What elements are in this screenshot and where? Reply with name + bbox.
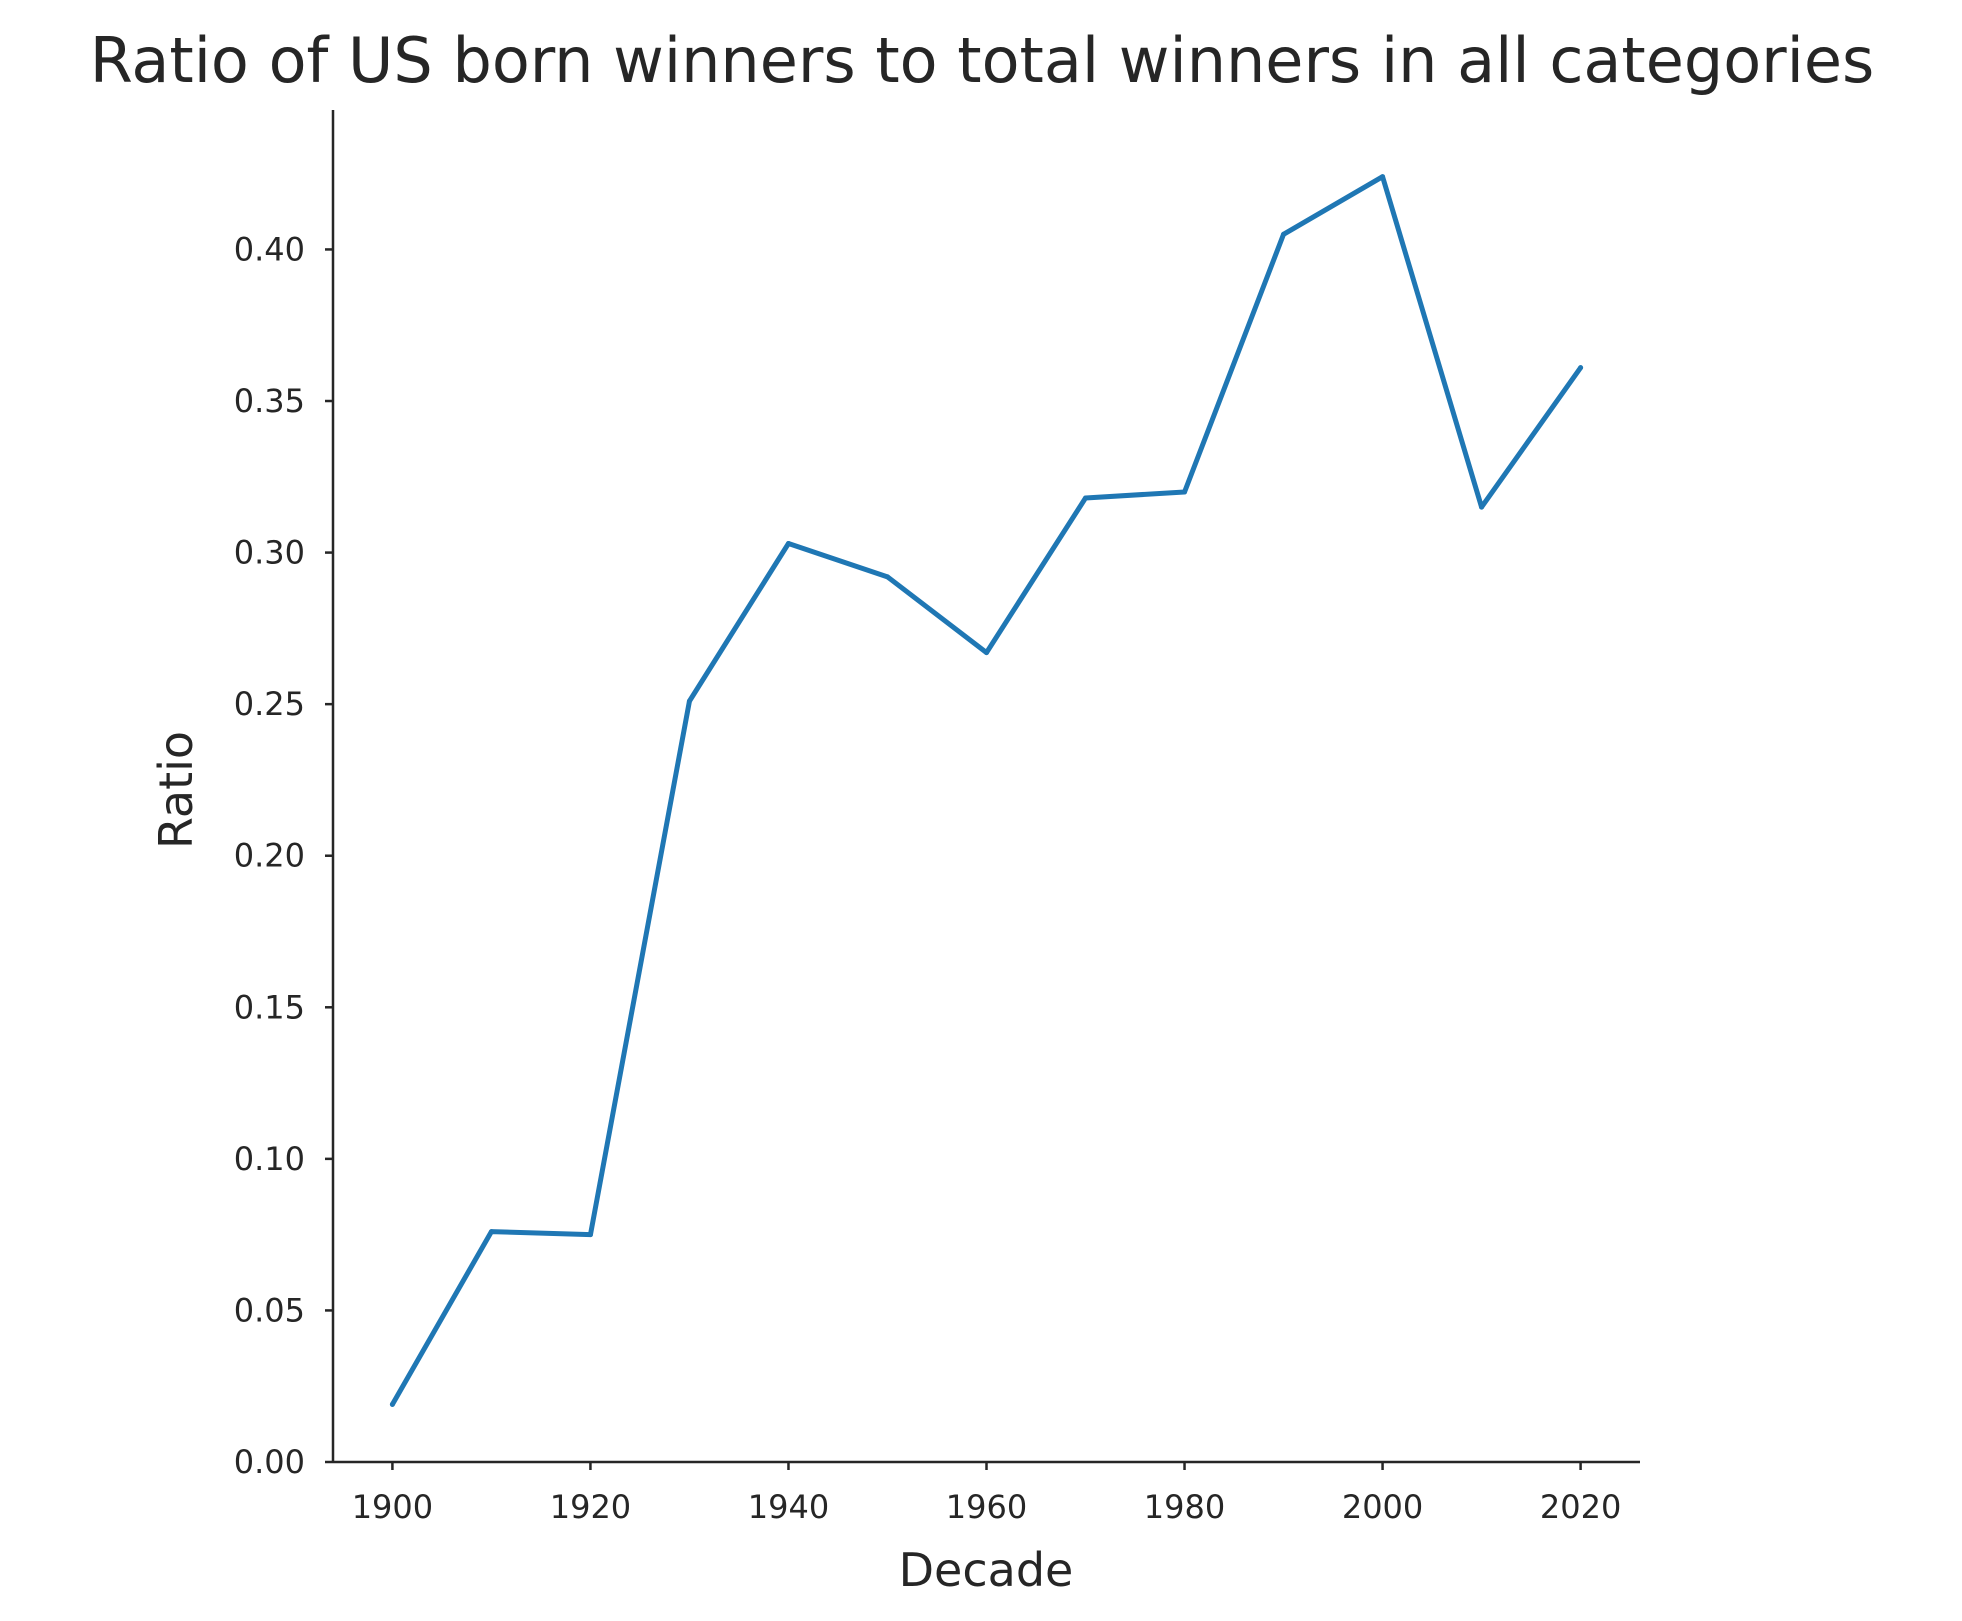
data-point [984,650,989,656]
y-tick-label: 0.15 [234,988,305,1026]
y-tick-label: 0.30 [234,534,305,572]
data-point [389,1401,395,1407]
x-tick-label: 2000 [1342,1488,1423,1526]
x-tick-label: 1900 [352,1488,433,1526]
data-point [1479,504,1485,510]
data-point [1182,489,1188,495]
y-axis-label: Ratio [149,731,203,849]
data-point [1083,495,1089,501]
y-tick-label: 0.25 [234,685,305,723]
y-tick-label: 0.20 [234,837,305,875]
series-line [389,174,1584,1407]
x-tick-label: 1920 [550,1488,631,1526]
y-tick-label: 0.35 [234,382,305,420]
data-point [785,540,791,546]
x-ticks: 1900 1920 1940 1960 1980 2000 2020 [352,1462,1621,1526]
series-group [389,174,1584,1407]
data-point [884,574,890,580]
y-tick-label: 0.00 [234,1443,305,1481]
y-ticks: 0.00 0.05 0.10 0.15 0.20 0.25 0.30 0.35 0.40 [234,230,333,1481]
data-point [1578,365,1584,371]
x-tick-label: 1940 [748,1488,829,1526]
x-tick-label: 1960 [946,1488,1027,1526]
x-tick-label: 1980 [1144,1488,1225,1526]
data-point [488,1229,494,1235]
data-point [686,698,692,704]
data-point [587,1232,593,1238]
chart-title: Ratio of US born winners to total winner… [90,24,1875,97]
data-point [1380,174,1386,180]
y-tick-label: 0.05 [234,1291,305,1329]
y-tick-label: 0.10 [234,1140,305,1178]
data-point [1281,231,1287,237]
x-axis-label: Decade [899,1543,1074,1597]
x-tick-label: 2020 [1540,1488,1621,1526]
y-tick-label: 0.40 [234,230,305,268]
